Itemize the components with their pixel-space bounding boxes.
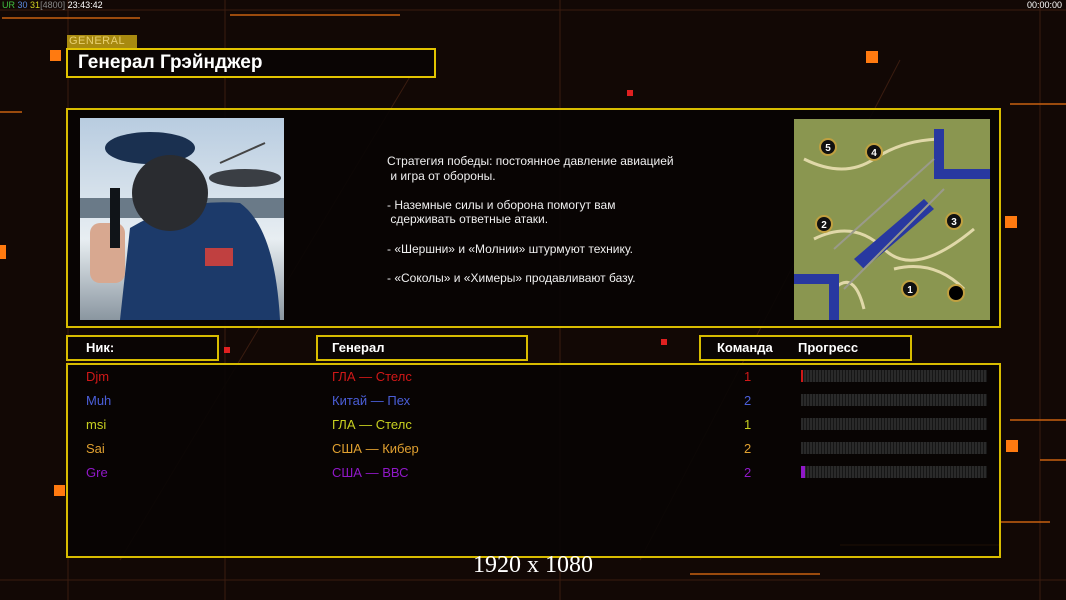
- status-bar: UR 30 31[4800] 23:43:42: [2, 0, 103, 10]
- progress-fill: [801, 370, 803, 382]
- map-marker-5: 5: [825, 143, 831, 154]
- general-title: Генерал Грэйнджер: [66, 48, 436, 78]
- status-bracket: [4800]: [40, 0, 66, 10]
- player-nick: msi: [86, 417, 107, 432]
- player-row[interactable]: Muh Китай — Пех 2: [68, 390, 999, 414]
- player-general: США — Кибер: [332, 441, 419, 456]
- status-value-1: 30: [17, 0, 28, 10]
- status-value-2: 31: [30, 0, 41, 10]
- player-row[interactable]: Gre США — ВВС 2: [68, 462, 999, 486]
- progress-bar: [801, 442, 987, 454]
- player-team: 2: [744, 465, 752, 480]
- header-general: Генерал: [316, 335, 528, 361]
- player-nick: Sai: [86, 441, 105, 456]
- progress-bar: [801, 394, 987, 406]
- player-team: 2: [744, 393, 752, 408]
- player-row[interactable]: Djm ГЛА — Стелс 1: [68, 366, 999, 390]
- game-clock: 00:00:00: [1026, 0, 1062, 10]
- player-nick: Muh: [86, 393, 112, 408]
- header-team-progress: Команда Прогресс: [699, 335, 912, 361]
- player-list: Djm ГЛА — Стелс 1 Muh Китай — Пех 2 msi …: [66, 363, 1001, 558]
- progress-bar: [801, 466, 987, 478]
- general-tag: GENERAL: [67, 35, 137, 48]
- player-general: ГЛА — Стелс: [332, 369, 412, 384]
- player-row[interactable]: msi ГЛА — Стелс 1: [68, 414, 999, 438]
- player-nick: Djm: [86, 369, 110, 384]
- status-ur: UR: [2, 0, 15, 10]
- general-description: Стратегия победы: постоянное давление ав…: [387, 154, 674, 285]
- map-marker-4: 4: [871, 148, 877, 159]
- player-general: США — ВВС: [332, 465, 409, 480]
- header-team: Команда: [717, 340, 773, 355]
- progress-bar: [801, 418, 987, 430]
- progress-fill: [801, 466, 805, 478]
- player-general: ГЛА — Стелс: [332, 417, 412, 432]
- player-team: 1: [744, 369, 752, 384]
- player-nick: Gre: [86, 465, 108, 480]
- resolution-label: 1920 x 1080: [473, 552, 593, 578]
- map-marker-3: 3: [951, 217, 957, 228]
- status-time: 23:43:42: [67, 0, 103, 10]
- player-general: Китай — Пех: [332, 393, 411, 408]
- header-progress: Прогресс: [798, 340, 859, 355]
- progress-bar: [801, 370, 987, 382]
- player-team: 1: [744, 417, 752, 432]
- header-nick: Ник:: [66, 335, 219, 361]
- player-row[interactable]: Sai США — Кибер 2: [68, 438, 999, 462]
- map-marker-1: 1: [907, 285, 913, 296]
- player-team: 2: [744, 441, 752, 456]
- minimap[interactable]: 1 2 3 4 5: [794, 119, 990, 320]
- general-portrait: [80, 118, 284, 320]
- map-marker-2: 2: [821, 220, 827, 231]
